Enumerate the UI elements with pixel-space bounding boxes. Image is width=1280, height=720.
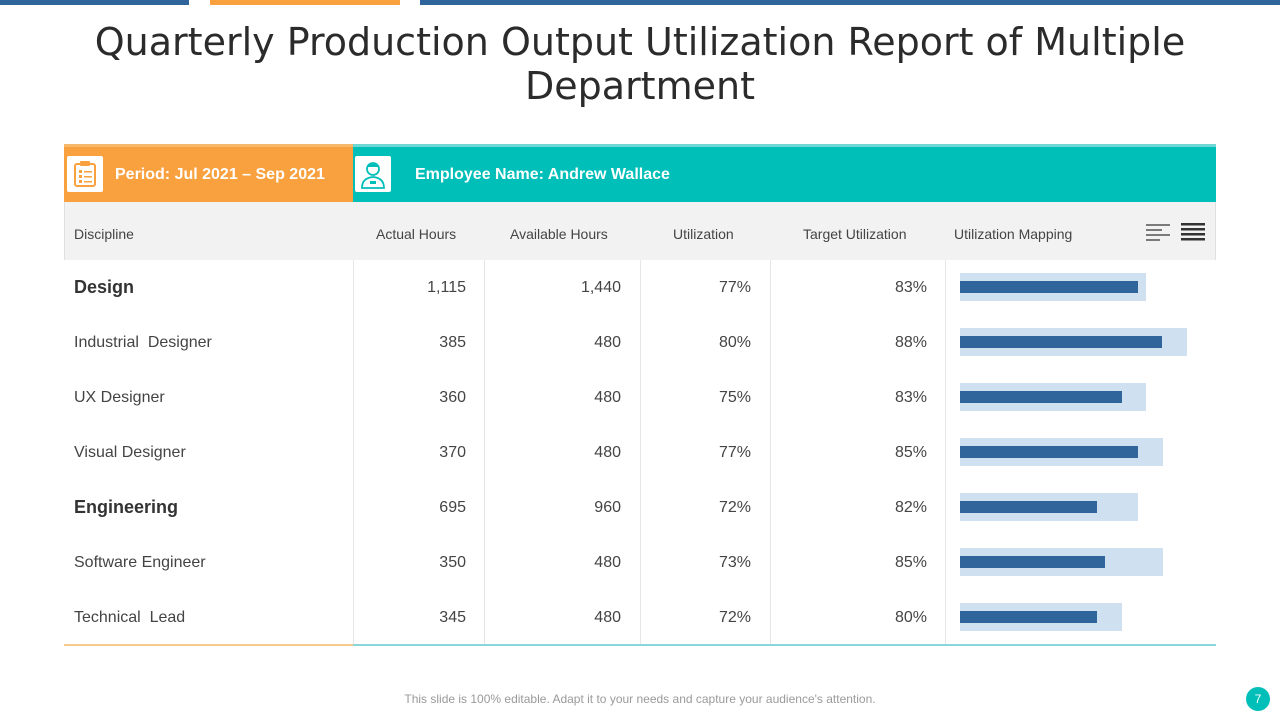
person-icon <box>355 156 391 192</box>
utilization-table: Period: Jul 2021 – Sep 2021 Employee Nam… <box>64 144 1216 646</box>
column-header-discipline: Discipline <box>74 226 134 242</box>
utilization-cell: 73% <box>718 554 751 571</box>
actual-hours-cell: 360 <box>439 389 466 406</box>
discipline-cell: Visual Designer <box>74 444 186 461</box>
utilization-bar <box>960 501 1098 513</box>
available-hours-cell: 480 <box>594 609 621 626</box>
table-bottom-border-left <box>64 644 353 646</box>
utilization-cell: 77% <box>718 279 751 296</box>
utilization-bar <box>960 391 1122 403</box>
discipline-cell: Design <box>74 277 135 297</box>
available-hours-cell: 480 <box>594 444 621 461</box>
utilization-bar <box>960 446 1138 458</box>
period-label: Period: Jul 2021 – Sep 2021 <box>115 166 325 183</box>
actual-hours-cell: 370 <box>439 444 466 461</box>
discipline-cell: Engineering <box>74 497 179 517</box>
column-header-available-hours: Available Hours <box>510 226 608 242</box>
column-divider <box>945 260 946 646</box>
discipline-cell: Industrial Designer <box>74 334 212 351</box>
table-bottom-border-right <box>353 644 1216 646</box>
top-accent-bar-left <box>0 0 189 5</box>
utilization-bar <box>960 556 1106 568</box>
column-header-target-utilization: Target Utilization <box>803 226 907 242</box>
align-left-icon[interactable] <box>1146 222 1170 242</box>
employee-header: Employee Name: Andrew Wallace <box>353 144 1216 202</box>
discipline-cell: Technical Lead <box>74 609 186 626</box>
column-divider <box>353 260 354 646</box>
column-divider <box>484 260 485 646</box>
target-utilization-cell: 88% <box>894 334 927 351</box>
justify-icon[interactable] <box>1181 222 1205 242</box>
utilization-bar <box>960 336 1162 348</box>
target-utilization-cell: 83% <box>894 389 927 406</box>
actual-hours-cell: 1,115 <box>427 279 466 296</box>
target-utilization-cell: 85% <box>894 554 927 571</box>
page-number-badge: 7 <box>1246 687 1270 711</box>
top-accent-bar-middle <box>210 0 400 5</box>
footer-note: This slide is 100% editable. Adapt it to… <box>404 692 876 706</box>
available-hours-cell: 1,440 <box>580 279 621 296</box>
top-accent-bar-right <box>420 0 1280 5</box>
clipboard-icon <box>67 156 103 192</box>
target-utilization-cell: 85% <box>894 444 927 461</box>
actual-hours-cell: 345 <box>439 609 466 626</box>
utilization-cell: 77% <box>718 444 751 461</box>
target-utilization-cell: 83% <box>894 279 927 296</box>
utilization-bar <box>960 611 1098 623</box>
discipline-cell: Software Engineer <box>74 554 206 571</box>
column-header-actual-hours: Actual Hours <box>376 226 457 242</box>
target-utilization-cell: 80% <box>894 609 927 626</box>
employee-label: Employee Name: Andrew Wallace <box>415 166 670 183</box>
page-title: Quarterly Production Output Utilization … <box>94 20 1186 108</box>
available-hours-cell: 480 <box>594 554 621 571</box>
column-divider <box>770 260 771 646</box>
target-utilization-cell: 82% <box>894 499 927 516</box>
utilization-bar <box>960 281 1138 293</box>
column-header-utilization: Utilization <box>673 226 734 242</box>
utilization-cell: 75% <box>718 389 751 406</box>
actual-hours-cell: 695 <box>439 499 466 516</box>
available-hours-cell: 960 <box>594 499 621 516</box>
utilization-cell: 72% <box>718 609 751 626</box>
actual-hours-cell: 350 <box>439 554 466 571</box>
period-header: Period: Jul 2021 – Sep 2021 <box>64 144 353 202</box>
column-header-utilization-mapping: Utilization Mapping <box>954 226 1073 242</box>
actual-hours-cell: 385 <box>439 334 466 351</box>
column-header-row: Discipline Actual Hours Available Hours … <box>64 202 1216 260</box>
available-hours-cell: 480 <box>594 389 621 406</box>
utilization-cell: 72% <box>718 499 751 516</box>
utilization-cell: 80% <box>718 334 751 351</box>
available-hours-cell: 480 <box>594 334 621 351</box>
discipline-cell: UX Designer <box>74 389 165 406</box>
column-divider <box>640 260 641 646</box>
